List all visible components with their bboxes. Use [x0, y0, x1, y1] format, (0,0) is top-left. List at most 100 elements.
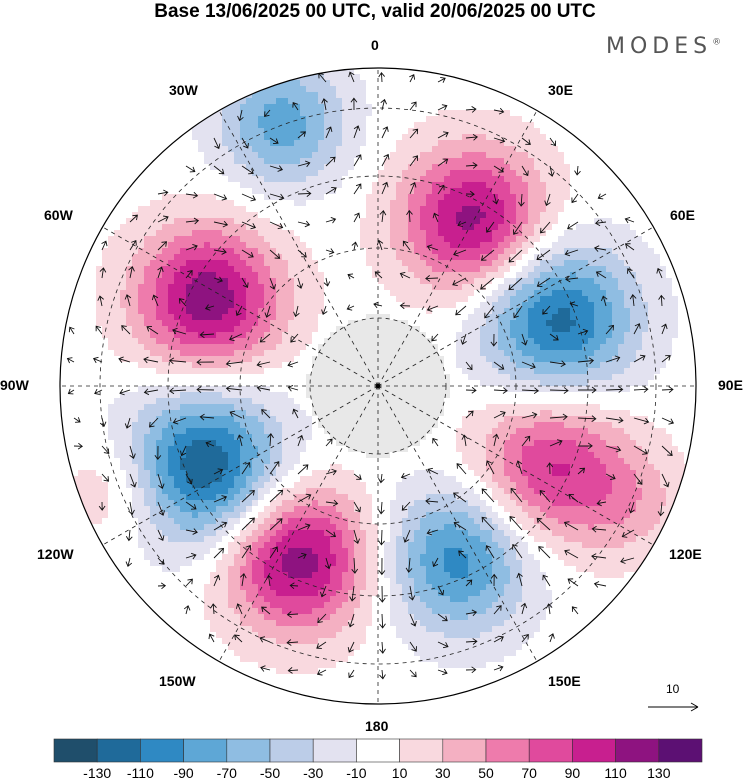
- field-cell: [612, 188, 619, 195]
- field-cell: [312, 266, 319, 273]
- field-cell: [120, 284, 127, 291]
- field-cell: [318, 92, 325, 99]
- field-cell: [216, 182, 223, 189]
- field-cell: [438, 146, 445, 153]
- field-cell: [690, 302, 696, 309]
- field-cell: [174, 332, 181, 339]
- field-cell: [264, 302, 271, 309]
- field-cell: [84, 236, 91, 243]
- field-cell: [666, 320, 673, 327]
- field-cell: [396, 188, 403, 195]
- field-cell: [90, 158, 97, 165]
- field-cell: [564, 158, 571, 165]
- field-cell: [204, 332, 211, 339]
- field-cell: [408, 182, 415, 189]
- field-cell: [420, 266, 427, 273]
- field-cell: [492, 182, 499, 189]
- field-cell: [486, 248, 493, 255]
- field-cell: [150, 332, 157, 339]
- field-cell: [120, 326, 127, 333]
- field-cell: [114, 104, 121, 111]
- field-cell: [612, 200, 619, 207]
- field-cell: [102, 302, 109, 309]
- field-cell: [282, 140, 289, 147]
- field-cell: [84, 176, 91, 183]
- field-cell: [270, 332, 277, 339]
- field-cell: [660, 98, 667, 105]
- field-cell: [528, 140, 535, 147]
- field-cell: [228, 284, 235, 291]
- field-cell: [474, 200, 481, 207]
- field-cell: [654, 116, 661, 123]
- field-cell: [450, 266, 457, 273]
- field-cell: [366, 206, 373, 213]
- field-cell: [150, 242, 157, 249]
- field-cell: [108, 260, 115, 267]
- field-cell: [690, 104, 696, 111]
- field-cell: [270, 248, 277, 255]
- field-cell: [66, 314, 73, 321]
- field-cell: [306, 332, 313, 339]
- field-cell: [468, 272, 475, 279]
- field-cell: [180, 266, 187, 273]
- field-cell: [300, 194, 307, 201]
- field-cell: [654, 200, 661, 207]
- field-cell: [492, 302, 499, 309]
- field-cell: [102, 272, 109, 279]
- field-cell: [78, 116, 85, 123]
- field-cell: [162, 290, 169, 297]
- field-cell: [366, 116, 373, 123]
- field-cell: [144, 200, 151, 207]
- field-cell: [120, 332, 127, 339]
- field-cell: [378, 230, 385, 237]
- field-cell: [366, 272, 373, 279]
- field-cell: [660, 188, 667, 195]
- field-cell: [270, 194, 277, 201]
- field-cell: [180, 104, 187, 111]
- field-cell: [384, 146, 391, 153]
- field-cell: [516, 206, 523, 213]
- field-cell: [162, 308, 169, 315]
- field-cell: [150, 236, 157, 243]
- field-cell: [180, 212, 187, 219]
- field-cell: [60, 80, 67, 87]
- field-cell: [348, 230, 355, 237]
- field-cell: [654, 332, 661, 339]
- field-cell: [210, 248, 217, 255]
- field-cell: [246, 68, 253, 75]
- field-cell: [162, 254, 169, 261]
- field-cell: [600, 194, 607, 201]
- field-cell: [342, 86, 349, 93]
- field-cell: [288, 206, 295, 213]
- field-cell: [408, 338, 415, 345]
- field-cell: [282, 290, 289, 297]
- field-cell: [666, 92, 673, 99]
- field-cell: [300, 104, 307, 111]
- field-cell: [222, 110, 229, 117]
- field-cell: [162, 314, 169, 321]
- field-cell: [474, 92, 481, 99]
- field-cell: [474, 176, 481, 183]
- field-cell: [426, 110, 433, 117]
- field-cell: [270, 224, 277, 231]
- field-cell: [354, 176, 361, 183]
- field-cell: [384, 338, 391, 345]
- field-cell: [558, 98, 565, 105]
- field-cell: [408, 218, 415, 225]
- field-cell: [102, 344, 109, 351]
- field-cell: [492, 272, 499, 279]
- field-cell: [636, 68, 643, 75]
- field-cell: [396, 146, 403, 153]
- field-cell: [246, 140, 253, 147]
- field-cell: [114, 218, 121, 225]
- field-cell: [396, 68, 403, 75]
- field-cell: [216, 302, 223, 309]
- field-cell: [510, 308, 517, 315]
- field-cell: [426, 236, 433, 243]
- field-cell: [642, 218, 649, 225]
- field-cell: [330, 164, 337, 171]
- field-cell: [474, 278, 481, 285]
- field-cell: [150, 188, 157, 195]
- field-cell: [216, 146, 223, 153]
- field-cell: [198, 296, 205, 303]
